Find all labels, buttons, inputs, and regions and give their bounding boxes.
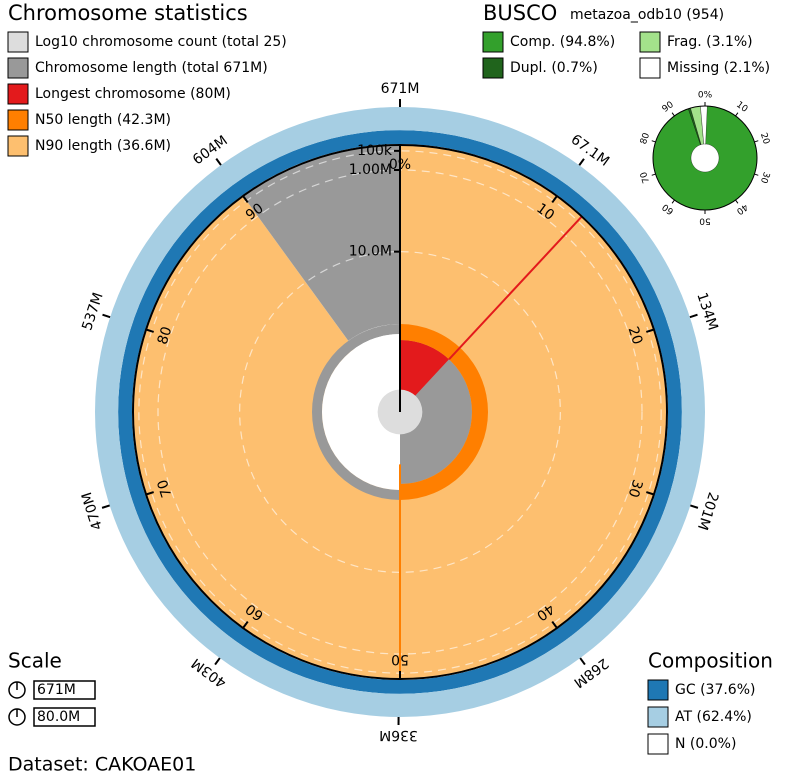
percent-tick-label: 80: [155, 325, 176, 347]
radial-tick-label: 1.00M: [349, 162, 392, 178]
length-area: [243, 145, 400, 341]
busco-tick-label: 90: [661, 100, 676, 115]
length-tick: [579, 657, 586, 666]
length-tick-label: 470M: [79, 490, 106, 532]
busco-tick-label: 50: [699, 216, 711, 226]
legend-label: N90 length (36.6M): [35, 138, 171, 154]
busco-tick: [735, 199, 739, 204]
busco-tick: [754, 173, 759, 176]
percent-tick: [646, 328, 655, 333]
busco-legend-swatch: [482, 57, 504, 79]
length-tick: [690, 504, 699, 509]
length-tick-label: 537M: [79, 291, 106, 333]
length-tick-label: 201M: [694, 490, 721, 532]
busco-tick-label: 70: [639, 170, 652, 184]
legend-label: Longest chromosome (80M): [35, 86, 231, 102]
length-tick-label: 671M: [381, 81, 420, 97]
length-tick: [214, 657, 221, 666]
busco-tick: [754, 140, 759, 143]
percent-tick-label: 30: [625, 477, 646, 499]
busco-legend-label: Frag. (3.1%): [667, 34, 753, 50]
dataset-label: Dataset: CAKOAE01: [8, 754, 196, 776]
length-tick-label: 336M: [379, 727, 418, 743]
busco-legend-label: Dupl. (0.7%): [510, 60, 598, 76]
length-tick: [578, 158, 585, 166]
busco-tick-label: 20: [758, 132, 771, 146]
legend-swatch: [7, 135, 29, 157]
busco-legend-label: Missing (2.1%): [667, 60, 770, 76]
percent-tick-label: 20: [625, 325, 646, 347]
percent-tick-label: 50: [391, 651, 409, 667]
composition-swatch: [647, 733, 669, 755]
percent-tick: [646, 491, 655, 496]
length-tick: [689, 313, 698, 319]
busco-legend-label: Comp. (94.8%): [510, 34, 615, 50]
inner-blank: [322, 334, 400, 490]
inner-length-ring: [312, 324, 400, 500]
legend-swatch: [7, 31, 29, 53]
busco-tick-label: 40: [734, 201, 749, 216]
busco-tick-label: 60: [660, 201, 675, 216]
composition-label: N (0.0%): [675, 736, 736, 752]
busco-tick-label: 0%: [698, 91, 713, 101]
scale-box: [33, 680, 96, 700]
percent-tick-label: 70: [155, 477, 176, 499]
composition-label: AT (62.4%): [675, 709, 752, 725]
busco-legend-swatch: [639, 57, 661, 79]
n50-ring: [400, 324, 488, 500]
percent-tick: [242, 195, 249, 204]
busco-tick: [671, 112, 675, 117]
scale-label: 80.0M: [37, 709, 80, 725]
legend-swatch: [7, 109, 29, 131]
percent-tick-label: 0%: [389, 157, 411, 173]
composition-swatch: [647, 706, 669, 728]
scale-box: [33, 707, 96, 727]
busco-tick: [651, 140, 656, 143]
busco-lineage: metazoa_odb10 (954): [570, 7, 724, 23]
legend-label: N50 length (42.3M): [35, 112, 171, 128]
composition-label: GC (37.6%): [675, 682, 755, 698]
radial-tick-label: 100k: [357, 143, 393, 159]
legend-swatch: [7, 57, 29, 79]
scale-title: Scale: [8, 649, 62, 673]
grid-ring: [239, 251, 561, 573]
percent-tick: [145, 328, 154, 333]
busco-tick-label: 30: [758, 170, 771, 184]
length-tick: [102, 313, 111, 319]
percent-tick: [551, 195, 558, 204]
busco-legend-swatch: [482, 31, 504, 53]
busco-tick: [651, 173, 656, 176]
composition-title: Composition: [648, 649, 773, 673]
legend-swatch: [7, 83, 29, 105]
percent-tick: [145, 491, 154, 496]
busco-tick-label: 80: [639, 131, 652, 145]
percent-tick: [551, 620, 558, 629]
busco-tick: [671, 199, 675, 204]
percent-tick: [242, 620, 249, 629]
busco-tick-label: 10: [734, 100, 749, 115]
legend-label: Log10 chromosome count (total 25): [35, 34, 287, 50]
length-tick: [101, 504, 110, 509]
chart-title: Chromosome statistics: [8, 1, 248, 25]
length-tick-label: 134M: [693, 291, 720, 333]
radial-tick-label: 10.0M: [349, 244, 392, 260]
busco-tick: [735, 112, 739, 117]
length-tick: [215, 158, 222, 166]
busco-legend-swatch: [639, 31, 661, 53]
composition-swatch: [647, 679, 669, 701]
legend-label: Chromosome length (total 671M): [35, 60, 268, 76]
busco-title: BUSCO: [483, 1, 557, 25]
scale-label: 671M: [37, 682, 76, 698]
longest-line: [448, 215, 583, 360]
